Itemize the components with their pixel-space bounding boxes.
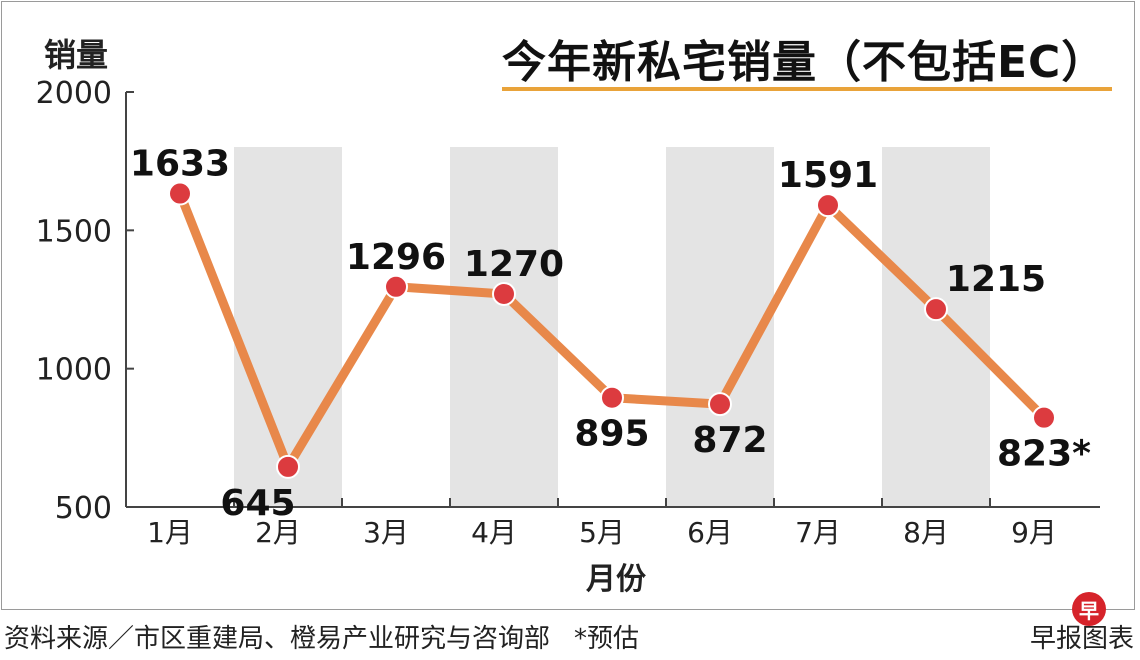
x-tick-label: 3月 (363, 516, 409, 549)
data-point (1032, 405, 1056, 430)
source-note: 资料来源／市区重建局、橙易产业研究与咨询部 *预估 (4, 618, 639, 655)
month-band (666, 147, 774, 507)
data-label: 872 (692, 420, 767, 461)
month-band (882, 147, 990, 507)
data-label: 823* (997, 434, 1091, 475)
y-tick-label: 2000 (36, 76, 112, 111)
title-underline (502, 87, 1112, 91)
data-point (708, 392, 732, 417)
data-label: 1270 (464, 244, 564, 285)
x-tick-label: 5月 (579, 516, 625, 549)
x-tick-label: 1月 (147, 516, 193, 549)
data-point (816, 193, 840, 218)
data-label: 1296 (346, 237, 446, 278)
data-label: 1633 (130, 144, 230, 185)
data-label: 645 (220, 483, 295, 524)
y-axis-label: 销量 (44, 36, 109, 74)
estimate-note: *预估 (574, 624, 640, 654)
chart-frame: 500 1000 1500 2000 1月 2月 3月 4月 5月 6月 7月 8月 9月 1633 64… (1, 1, 1135, 610)
data-point (600, 385, 624, 410)
chart-title: 今年新私宅销量（不包括EC） (502, 37, 1107, 88)
data-label: 895 (574, 414, 649, 455)
data-point (276, 454, 300, 479)
data-point (168, 181, 192, 206)
x-tick-label: 6月 (687, 516, 733, 549)
data-label: 1591 (778, 155, 878, 196)
y-tick-label: 1000 (36, 353, 112, 388)
month-band (234, 147, 342, 507)
x-tick-label: 7月 (795, 516, 841, 549)
publisher-credit: 早报图表 (1029, 624, 1134, 654)
x-tick-label: 4月 (471, 516, 517, 549)
x-tick-label: 2月 (255, 516, 301, 549)
y-tick-label: 1500 (36, 214, 112, 249)
data-point (924, 297, 948, 322)
data-label: 1215 (946, 259, 1046, 300)
source-text: 资料来源／市区重建局、橙易产业研究与咨询部 (4, 624, 551, 654)
x-tick-label: 8月 (903, 516, 949, 549)
y-tick-label: 500 (55, 491, 112, 526)
x-axis-label: 月份 (586, 562, 646, 597)
data-point (492, 281, 516, 306)
x-tick-label: 9月 (1011, 516, 1057, 549)
line-chart: 500 1000 1500 2000 1月 2月 3月 4月 5月 6月 7月 8月 9月 1633 64… (36, 76, 1100, 549)
data-point (384, 274, 408, 299)
publisher-badge: 早 (1072, 592, 1106, 626)
